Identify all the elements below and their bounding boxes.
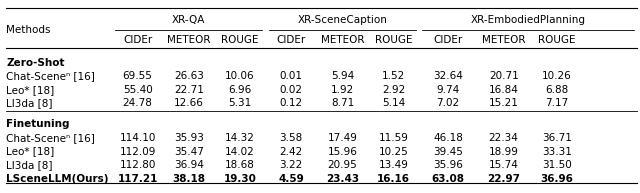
Text: 36.71: 36.71	[542, 133, 572, 143]
Text: 12.66: 12.66	[174, 98, 204, 108]
Text: 5.31: 5.31	[228, 98, 252, 108]
Text: 46.18: 46.18	[433, 133, 463, 143]
Text: 6.88: 6.88	[545, 85, 568, 95]
Text: 39.45: 39.45	[433, 146, 463, 157]
Text: 15.21: 15.21	[489, 98, 518, 108]
Text: Leo* [18]: Leo* [18]	[6, 146, 54, 157]
Text: LSceneLLM(Ours): LSceneLLM(Ours)	[6, 174, 109, 184]
Text: 5.14: 5.14	[382, 98, 405, 108]
Text: 19.30: 19.30	[223, 174, 257, 184]
Text: Finetuning: Finetuning	[6, 119, 70, 130]
Text: 15.96: 15.96	[328, 146, 357, 157]
Text: 8.71: 8.71	[331, 98, 354, 108]
Text: XR-QA: XR-QA	[172, 15, 205, 25]
Text: 22.34: 22.34	[489, 133, 518, 143]
Text: 0.12: 0.12	[280, 98, 303, 108]
Text: 63.08: 63.08	[431, 174, 465, 184]
Text: 22.97: 22.97	[487, 174, 520, 184]
Text: 10.06: 10.06	[225, 71, 255, 81]
Text: Zero-Shot: Zero-Shot	[6, 58, 65, 68]
Text: Ll3da [8]: Ll3da [8]	[6, 98, 53, 108]
Text: METEOR: METEOR	[321, 35, 364, 45]
Text: 36.96: 36.96	[540, 174, 573, 184]
Text: 18.68: 18.68	[225, 160, 255, 170]
Text: 20.71: 20.71	[489, 71, 518, 81]
Text: 14.02: 14.02	[225, 146, 255, 157]
Text: 2.92: 2.92	[382, 85, 405, 95]
Text: 35.47: 35.47	[174, 146, 204, 157]
Text: 10.26: 10.26	[542, 71, 572, 81]
Text: 35.96: 35.96	[433, 160, 463, 170]
Text: 1.92: 1.92	[331, 85, 354, 95]
Text: XR-SceneCaption: XR-SceneCaption	[298, 15, 387, 25]
Text: METEOR: METEOR	[167, 35, 211, 45]
Text: Leo* [18]: Leo* [18]	[6, 85, 54, 95]
Text: 23.43: 23.43	[326, 174, 359, 184]
Text: 69.55: 69.55	[123, 71, 152, 81]
Text: 16.16: 16.16	[377, 174, 410, 184]
Text: 7.02: 7.02	[436, 98, 460, 108]
Text: CIDEr: CIDEr	[433, 35, 463, 45]
Text: 5.94: 5.94	[331, 71, 354, 81]
Text: 13.49: 13.49	[379, 160, 408, 170]
Text: Chat-Sceneⁿ [16]: Chat-Sceneⁿ [16]	[6, 71, 95, 81]
Text: 55.40: 55.40	[123, 85, 152, 95]
Text: 26.63: 26.63	[174, 71, 204, 81]
Text: 7.17: 7.17	[545, 98, 568, 108]
Text: ROUGE: ROUGE	[375, 35, 412, 45]
Text: 9.74: 9.74	[436, 85, 460, 95]
Text: 3.58: 3.58	[280, 133, 303, 143]
Text: 117.21: 117.21	[117, 174, 158, 184]
Text: 22.71: 22.71	[174, 85, 204, 95]
Text: 2.42: 2.42	[280, 146, 303, 157]
Text: Ll3da [8]: Ll3da [8]	[6, 160, 53, 170]
Text: 14.32: 14.32	[225, 133, 255, 143]
Text: 0.02: 0.02	[280, 85, 303, 95]
Text: 33.31: 33.31	[542, 146, 572, 157]
Text: 3.22: 3.22	[280, 160, 303, 170]
Text: 112.09: 112.09	[120, 146, 156, 157]
Text: ROUGE: ROUGE	[221, 35, 259, 45]
Text: ROUGE: ROUGE	[538, 35, 575, 45]
Text: 6.96: 6.96	[228, 85, 252, 95]
Text: 31.50: 31.50	[542, 160, 572, 170]
Text: 10.25: 10.25	[379, 146, 408, 157]
Text: METEOR: METEOR	[482, 35, 525, 45]
Text: CIDEr: CIDEr	[276, 35, 306, 45]
Text: 17.49: 17.49	[328, 133, 357, 143]
Text: 4.59: 4.59	[278, 174, 304, 184]
Text: Methods: Methods	[6, 25, 51, 35]
Text: CIDEr: CIDEr	[123, 35, 152, 45]
Text: 38.18: 38.18	[172, 174, 205, 184]
Text: 18.99: 18.99	[489, 146, 518, 157]
Text: 112.80: 112.80	[120, 160, 156, 170]
Text: 20.95: 20.95	[328, 160, 357, 170]
Text: 114.10: 114.10	[120, 133, 156, 143]
Text: 0.01: 0.01	[280, 71, 303, 81]
Text: 32.64: 32.64	[433, 71, 463, 81]
Text: 16.84: 16.84	[489, 85, 518, 95]
Text: 24.78: 24.78	[123, 98, 152, 108]
Text: 11.59: 11.59	[379, 133, 408, 143]
Text: XR-EmbodiedPlanning: XR-EmbodiedPlanning	[470, 15, 586, 25]
Text: 1.52: 1.52	[382, 71, 405, 81]
Text: 36.94: 36.94	[174, 160, 204, 170]
Text: 35.93: 35.93	[174, 133, 204, 143]
Text: Chat-Sceneⁿ [16]: Chat-Sceneⁿ [16]	[6, 133, 95, 143]
Text: 15.74: 15.74	[489, 160, 518, 170]
